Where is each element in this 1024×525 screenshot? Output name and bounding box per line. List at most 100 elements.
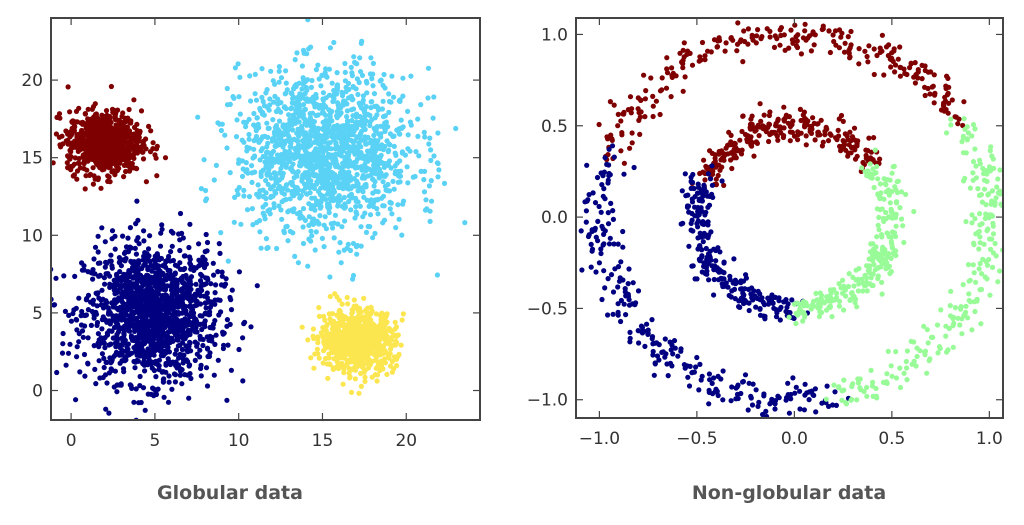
data-point	[383, 329, 389, 336]
data-point	[359, 38, 365, 44]
data-point	[185, 372, 191, 378]
data-point	[350, 348, 356, 354]
data-point	[141, 228, 147, 234]
data-point	[260, 193, 266, 200]
data-point	[324, 201, 331, 207]
data-point	[794, 38, 800, 44]
data-point	[152, 152, 158, 158]
data-point	[604, 134, 610, 140]
data-point	[241, 321, 247, 327]
data-point	[362, 378, 368, 384]
data-point	[711, 37, 718, 43]
data-point	[161, 302, 168, 308]
data-point	[396, 130, 402, 136]
data-point	[106, 307, 112, 313]
data-point	[813, 409, 819, 415]
data-point	[133, 131, 139, 137]
data-point	[426, 183, 432, 189]
data-point	[101, 157, 107, 163]
data-point	[53, 275, 59, 281]
data-point	[301, 132, 307, 138]
data-point	[170, 338, 176, 344]
data-point	[253, 128, 259, 134]
data-point	[316, 313, 322, 319]
data-point	[378, 134, 384, 140]
data-point	[281, 104, 287, 110]
data-point	[346, 157, 352, 164]
data-point	[65, 153, 71, 159]
data-point	[74, 354, 80, 360]
data-point	[650, 113, 656, 120]
data-point	[358, 383, 364, 389]
data-point	[370, 204, 377, 210]
data-point	[81, 267, 87, 273]
data-point	[98, 185, 104, 191]
data-point	[141, 262, 147, 268]
data-point	[211, 272, 217, 278]
data-point	[79, 308, 85, 315]
data-point	[722, 48, 728, 54]
data-point	[352, 367, 358, 373]
data-point	[343, 337, 349, 343]
data-point	[367, 212, 374, 218]
data-point	[88, 144, 94, 150]
data-point	[154, 173, 160, 179]
data-point	[370, 235, 376, 241]
data-point	[305, 337, 311, 343]
data-point	[151, 345, 157, 351]
data-point	[341, 247, 347, 253]
data-point	[434, 272, 440, 278]
data-point	[363, 141, 369, 147]
data-point	[386, 141, 392, 147]
data-point	[175, 300, 182, 306]
data-point	[290, 127, 296, 133]
data-point	[428, 178, 434, 184]
data-point	[596, 121, 602, 128]
data-point	[304, 152, 310, 158]
data-point	[316, 221, 322, 227]
data-point	[311, 173, 317, 179]
data-point	[257, 157, 263, 163]
data-point	[116, 146, 122, 152]
data-point	[381, 124, 387, 130]
data-point	[63, 362, 69, 368]
data-point	[141, 238, 147, 244]
data-point	[808, 48, 815, 54]
data-point	[353, 60, 359, 66]
data-point	[239, 173, 246, 179]
data-point	[340, 100, 346, 106]
data-point	[961, 99, 967, 105]
data-point	[249, 163, 255, 169]
data-point	[70, 310, 76, 317]
data-point	[351, 161, 357, 167]
data-point	[124, 286, 130, 293]
data-point	[334, 113, 340, 119]
data-point	[353, 120, 359, 126]
data-point	[99, 351, 105, 357]
data-point	[422, 168, 428, 174]
data-point	[276, 183, 283, 189]
data-point	[73, 305, 79, 311]
data-point	[888, 64, 894, 70]
data-point	[121, 271, 127, 277]
data-point	[131, 97, 137, 103]
data-point	[339, 165, 345, 171]
data-point	[771, 44, 778, 51]
data-point	[159, 226, 165, 232]
data-point	[754, 33, 760, 39]
data-point	[188, 281, 194, 288]
data-point	[197, 278, 204, 284]
data-point	[231, 219, 237, 225]
data-point	[179, 276, 185, 282]
data-point	[308, 228, 314, 234]
data-point	[159, 348, 165, 354]
data-point	[70, 145, 76, 151]
data-point	[236, 94, 242, 100]
data-point	[169, 243, 175, 249]
data-point	[174, 326, 180, 332]
data-point	[140, 257, 146, 263]
data-point	[388, 346, 394, 352]
data-point	[723, 40, 729, 46]
data-point	[236, 269, 242, 275]
data-point	[408, 73, 414, 79]
